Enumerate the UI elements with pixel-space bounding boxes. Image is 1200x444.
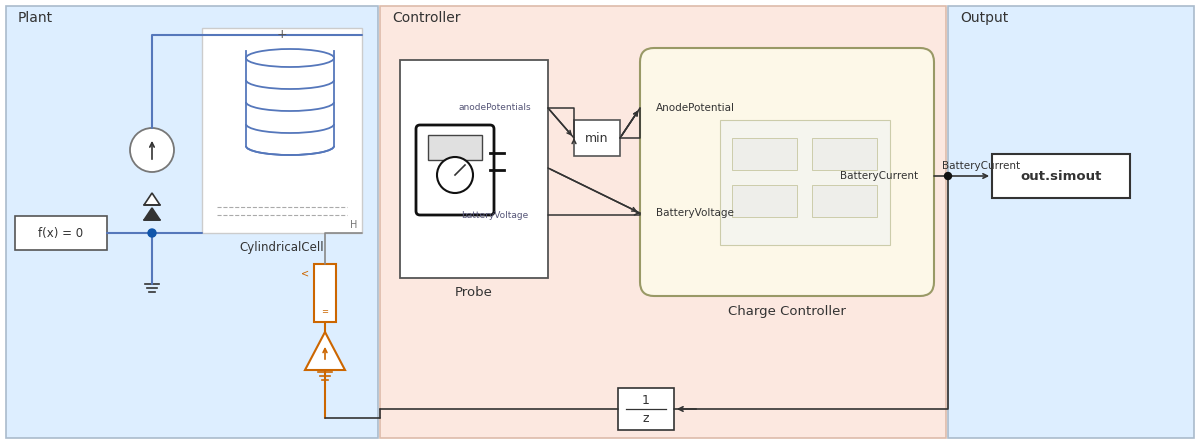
Bar (948, 6, 1194, 438)
Text: 1: 1 (642, 393, 650, 407)
Bar (574, 120, 620, 156)
Text: AnodePotential: AnodePotential (656, 103, 734, 113)
Bar (14, 216, 107, 250)
Bar (618, 388, 674, 430)
Text: BatteryVoltage: BatteryVoltage (656, 208, 734, 218)
Bar (732, 185, 797, 217)
Text: CylindricalCell: CylindricalCell (240, 241, 324, 254)
Text: Plant: Plant (18, 11, 53, 25)
Bar (400, 60, 548, 278)
Circle shape (148, 229, 156, 237)
Bar (812, 138, 877, 170)
Text: min: min (586, 131, 608, 144)
Polygon shape (305, 332, 346, 370)
Text: BatteryCurrent: BatteryCurrent (942, 161, 1020, 171)
Text: Charge Controller: Charge Controller (728, 305, 846, 318)
Circle shape (437, 157, 473, 193)
Polygon shape (144, 208, 160, 220)
Bar (720, 120, 890, 245)
Circle shape (130, 128, 174, 172)
Bar (314, 264, 336, 322)
FancyBboxPatch shape (640, 48, 934, 296)
Text: H: H (349, 220, 358, 230)
Text: +: + (277, 28, 287, 41)
Text: out.simout: out.simout (1020, 170, 1102, 182)
Text: z: z (643, 412, 649, 424)
Bar (992, 154, 1130, 198)
Text: =: = (322, 308, 329, 317)
Text: <: < (301, 269, 310, 279)
Text: BatteryCurrent: BatteryCurrent (840, 171, 918, 181)
Text: f(x) = 0: f(x) = 0 (38, 226, 84, 239)
Polygon shape (144, 193, 160, 205)
Bar (732, 138, 797, 170)
Ellipse shape (246, 49, 334, 67)
FancyBboxPatch shape (416, 125, 494, 215)
Text: Output: Output (960, 11, 1008, 25)
Text: batteryVoltage: batteryVoltage (461, 210, 529, 219)
Text: Probe: Probe (455, 285, 493, 298)
Bar (380, 6, 946, 438)
Circle shape (944, 173, 952, 179)
Text: Controller: Controller (392, 11, 461, 25)
Bar (202, 28, 362, 233)
Bar (6, 6, 378, 438)
Bar (812, 185, 877, 217)
Bar (428, 135, 482, 160)
Text: anodePotentials: anodePotentials (458, 103, 532, 112)
